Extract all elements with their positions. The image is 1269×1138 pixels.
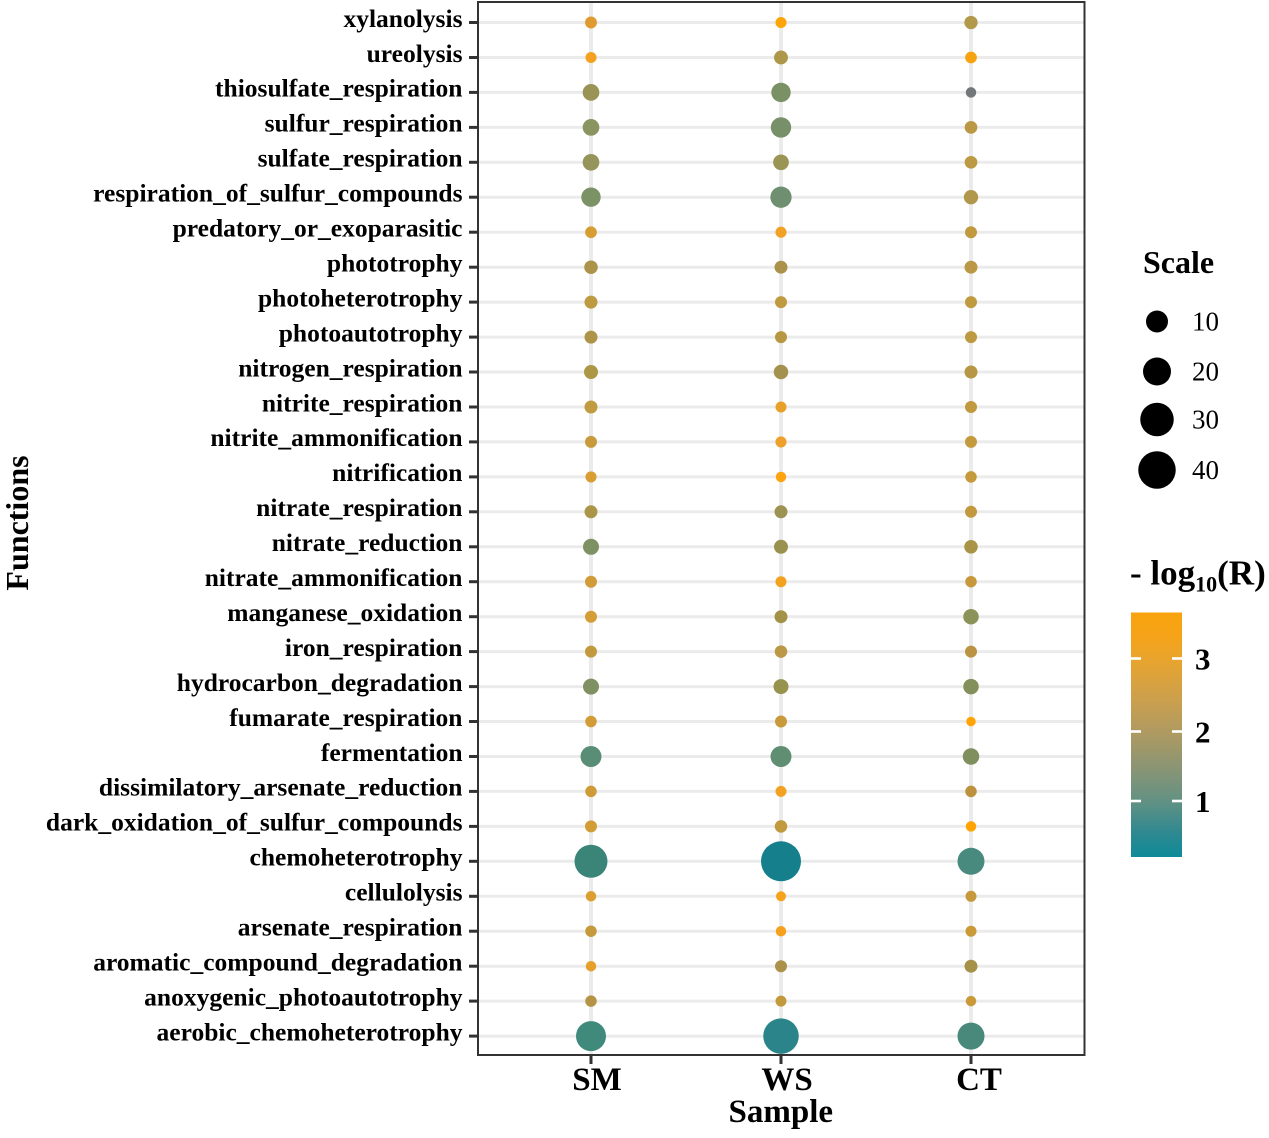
svg-text:sulfate_respiration: sulfate_respiration: [258, 144, 463, 173]
svg-text:thiosulfate_respiration: thiosulfate_respiration: [215, 74, 462, 103]
svg-text:3: 3: [1195, 642, 1211, 677]
svg-text:30: 30: [1192, 405, 1219, 435]
svg-text:nitrogen_respiration: nitrogen_respiration: [238, 353, 462, 382]
svg-text:CT: CT: [956, 1062, 1002, 1098]
svg-text:predatory_or_exoparasitic: predatory_or_exoparasitic: [173, 214, 463, 243]
svg-text:Sample: Sample: [729, 1094, 834, 1130]
svg-text:photoautotrophy: photoautotrophy: [279, 318, 463, 347]
svg-text:anoxygenic_photoautotrophy: anoxygenic_photoautotrophy: [144, 982, 463, 1011]
svg-text:photoheterotrophy: photoheterotrophy: [258, 283, 463, 312]
svg-text:nitrate_respiration: nitrate_respiration: [256, 493, 462, 522]
svg-text:nitrate_reduction: nitrate_reduction: [272, 528, 463, 557]
svg-text:manganese_oxidation: manganese_oxidation: [227, 598, 462, 627]
svg-text:40: 40: [1192, 455, 1219, 485]
svg-text:cellulolysis: cellulolysis: [345, 878, 463, 907]
svg-text:sulfur_respiration: sulfur_respiration: [265, 109, 463, 138]
svg-text:SM: SM: [572, 1062, 622, 1098]
svg-text:aromatic_compound_degradation: aromatic_compound_degradation: [93, 948, 462, 977]
svg-text:WS: WS: [761, 1062, 812, 1098]
svg-text:2: 2: [1195, 715, 1211, 750]
svg-text:iron_respiration: iron_respiration: [285, 633, 463, 662]
svg-text:Functions: Functions: [0, 455, 35, 590]
svg-text:fumarate_respiration: fumarate_respiration: [229, 703, 462, 732]
svg-text:nitrate_ammonification: nitrate_ammonification: [205, 563, 463, 592]
svg-text:nitrite_ammonification: nitrite_ammonification: [210, 423, 462, 452]
svg-text:chemoheterotrophy: chemoheterotrophy: [250, 843, 463, 872]
svg-text:20: 20: [1192, 357, 1219, 387]
svg-text:arsenate_respiration: arsenate_respiration: [238, 913, 463, 942]
svg-text:dissimilatory_arsenate_reducti: dissimilatory_arsenate_reduction: [99, 773, 463, 802]
svg-text:nitrification: nitrification: [332, 458, 462, 487]
svg-text:hydrocarbon_degradation: hydrocarbon_degradation: [177, 668, 463, 697]
svg-text:1: 1: [1195, 784, 1211, 819]
svg-text:xylanolysis: xylanolysis: [343, 4, 462, 33]
svg-text:respiration_of_sulfur_compound: respiration_of_sulfur_compounds: [93, 179, 462, 208]
svg-text:fermentation: fermentation: [321, 738, 463, 767]
svg-text:ureolysis: ureolysis: [367, 39, 463, 68]
svg-text:Scale: Scale: [1143, 244, 1214, 280]
svg-text:dark_oxidation_of_sulfur_compo: dark_oxidation_of_sulfur_compounds: [46, 808, 463, 837]
svg-text:10: 10: [1192, 307, 1219, 337]
svg-text:aerobic_chemoheterotrophy: aerobic_chemoheterotrophy: [157, 1017, 463, 1046]
svg-text:nitrite_respiration: nitrite_respiration: [262, 388, 463, 417]
svg-text:phototrophy: phototrophy: [327, 249, 463, 278]
